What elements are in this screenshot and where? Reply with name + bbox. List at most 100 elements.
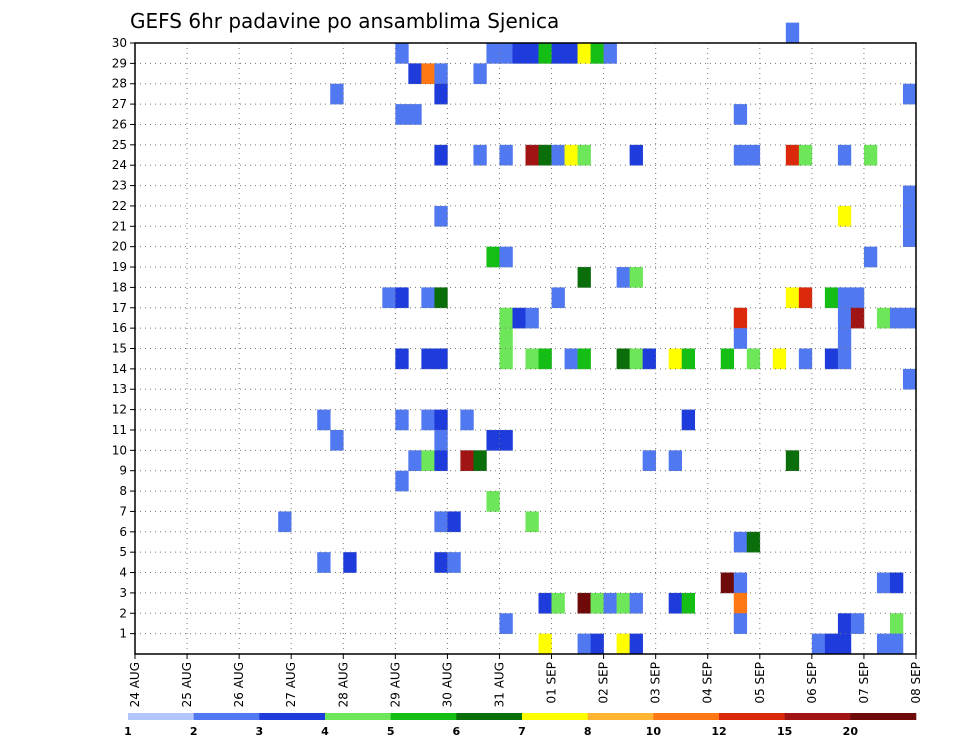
y-axis-ticks: 1234567891011121314151617181920212223242… xyxy=(112,36,135,641)
heatmap-cell xyxy=(746,144,761,166)
heatmap-cell xyxy=(720,348,735,370)
y-tick-label: 24 xyxy=(112,158,127,172)
heatmap-cell xyxy=(616,633,630,655)
heatmap-cell xyxy=(525,348,539,370)
legend-label: 1 xyxy=(124,725,132,738)
x-tick-label: 05 SEP xyxy=(753,662,767,704)
y-tick-label: 7 xyxy=(119,504,127,518)
heatmap-cell xyxy=(668,450,682,471)
heatmap-cell xyxy=(733,572,748,594)
heatmap-cell xyxy=(577,592,591,614)
y-tick-label: 15 xyxy=(112,342,127,356)
heatmap-cell xyxy=(902,307,917,329)
x-tick-label: 24 AUG xyxy=(128,662,142,707)
heatmap-cell xyxy=(837,328,852,349)
heatmap-cell xyxy=(681,592,696,614)
heatmap-cell xyxy=(395,104,409,125)
x-tick-label: 29 AUG xyxy=(388,662,402,707)
heatmap-cell xyxy=(577,267,591,288)
heatmap-cell xyxy=(642,348,656,370)
y-tick-label: 5 xyxy=(119,545,127,559)
heatmap-cell xyxy=(473,63,487,85)
heatmap-cell xyxy=(473,144,487,166)
heatmap-cell xyxy=(811,633,826,655)
x-tick-label: 28 AUG xyxy=(336,662,350,707)
heatmap-cell xyxy=(551,144,565,166)
legend-swatch xyxy=(325,713,391,720)
heatmap-cell xyxy=(317,409,331,431)
heatmap-cell xyxy=(590,43,604,64)
y-tick-label: 1 xyxy=(119,627,127,641)
heatmap-cell xyxy=(889,572,904,594)
y-tick-label: 3 xyxy=(119,586,127,600)
heatmap-cell xyxy=(499,613,513,634)
legend-label: 12 xyxy=(711,725,726,738)
color-legend: 1 2 3 4 5 6 7 8 10 12 15 20 xyxy=(124,713,917,738)
heatmap-cell xyxy=(395,348,409,370)
heatmap-cell xyxy=(512,43,526,64)
heatmap-cell xyxy=(902,83,917,105)
heatmap-cell xyxy=(525,307,539,329)
heatmap-cell xyxy=(902,185,917,207)
y-tick-label: 30 xyxy=(112,36,127,50)
heatmap-cell xyxy=(330,429,344,451)
y-tick-label: 26 xyxy=(112,117,127,131)
y-tick-label: 8 xyxy=(119,484,127,498)
heatmap-cell xyxy=(785,287,800,309)
heatmap-cell xyxy=(564,43,578,64)
heatmap-cell xyxy=(785,450,800,471)
heatmap-cell xyxy=(512,307,526,329)
heatmap-cell xyxy=(564,348,578,370)
x-tick-label: 08 SEP xyxy=(909,662,923,704)
legend-swatch xyxy=(456,713,523,720)
heatmap-cell xyxy=(551,43,565,64)
heatmap-cell xyxy=(447,552,461,573)
heatmap-cell xyxy=(629,267,643,288)
heatmap-cell xyxy=(577,633,591,655)
heatmap-cell xyxy=(577,144,591,166)
heatmap-cell xyxy=(577,348,591,370)
heatmap-cell xyxy=(343,552,357,573)
heatmap-cell xyxy=(525,511,539,533)
legend-swatch xyxy=(719,713,785,720)
heatmap-cell xyxy=(902,226,917,247)
y-tick-label: 21 xyxy=(112,219,127,233)
heatmap-cell xyxy=(902,205,917,227)
grid-lines xyxy=(135,43,916,654)
heatmap-cell xyxy=(434,348,448,370)
heatmap-cell xyxy=(629,633,643,655)
heatmap-cell xyxy=(538,144,552,166)
heatmap-cell xyxy=(551,287,565,309)
heatmap-cell xyxy=(564,144,578,166)
chart-title: GEFS 6hr padavine po ansamblima Sjenica xyxy=(130,9,559,33)
heatmap-cell xyxy=(837,144,852,166)
heatmap-cell xyxy=(460,409,474,431)
heatmap-cell xyxy=(499,328,513,349)
heatmap-cell xyxy=(421,450,435,471)
x-tick-label: 31 AUG xyxy=(492,662,506,707)
y-tick-label: 22 xyxy=(112,199,127,213)
heatmap-cell xyxy=(499,429,513,451)
heatmap-cell xyxy=(616,592,630,614)
y-tick-label: 28 xyxy=(112,77,127,91)
x-tick-label: 02 SEP xyxy=(597,662,611,704)
heatmap-cell xyxy=(499,348,513,370)
heatmap-cell xyxy=(733,104,748,125)
heatmap-cell xyxy=(499,307,513,329)
heatmap-cell xyxy=(733,592,748,614)
heatmap-cell xyxy=(486,43,500,64)
heatmap-cell xyxy=(408,104,422,125)
heatmap-cell xyxy=(876,307,891,329)
y-tick-label: 27 xyxy=(112,97,127,111)
heatmap-cell xyxy=(850,287,865,309)
x-tick-label: 03 SEP xyxy=(649,662,663,704)
heatmap-cell xyxy=(499,43,513,64)
y-tick-label: 6 xyxy=(119,525,127,539)
heatmap-cell xyxy=(798,144,813,166)
heatmap-cell xyxy=(590,633,604,655)
y-tick-label: 23 xyxy=(112,179,127,193)
heatmap-cell xyxy=(876,572,891,594)
heatmap-cell xyxy=(616,348,630,370)
legend-swatch xyxy=(522,713,588,720)
heatmap-cell xyxy=(837,613,852,634)
